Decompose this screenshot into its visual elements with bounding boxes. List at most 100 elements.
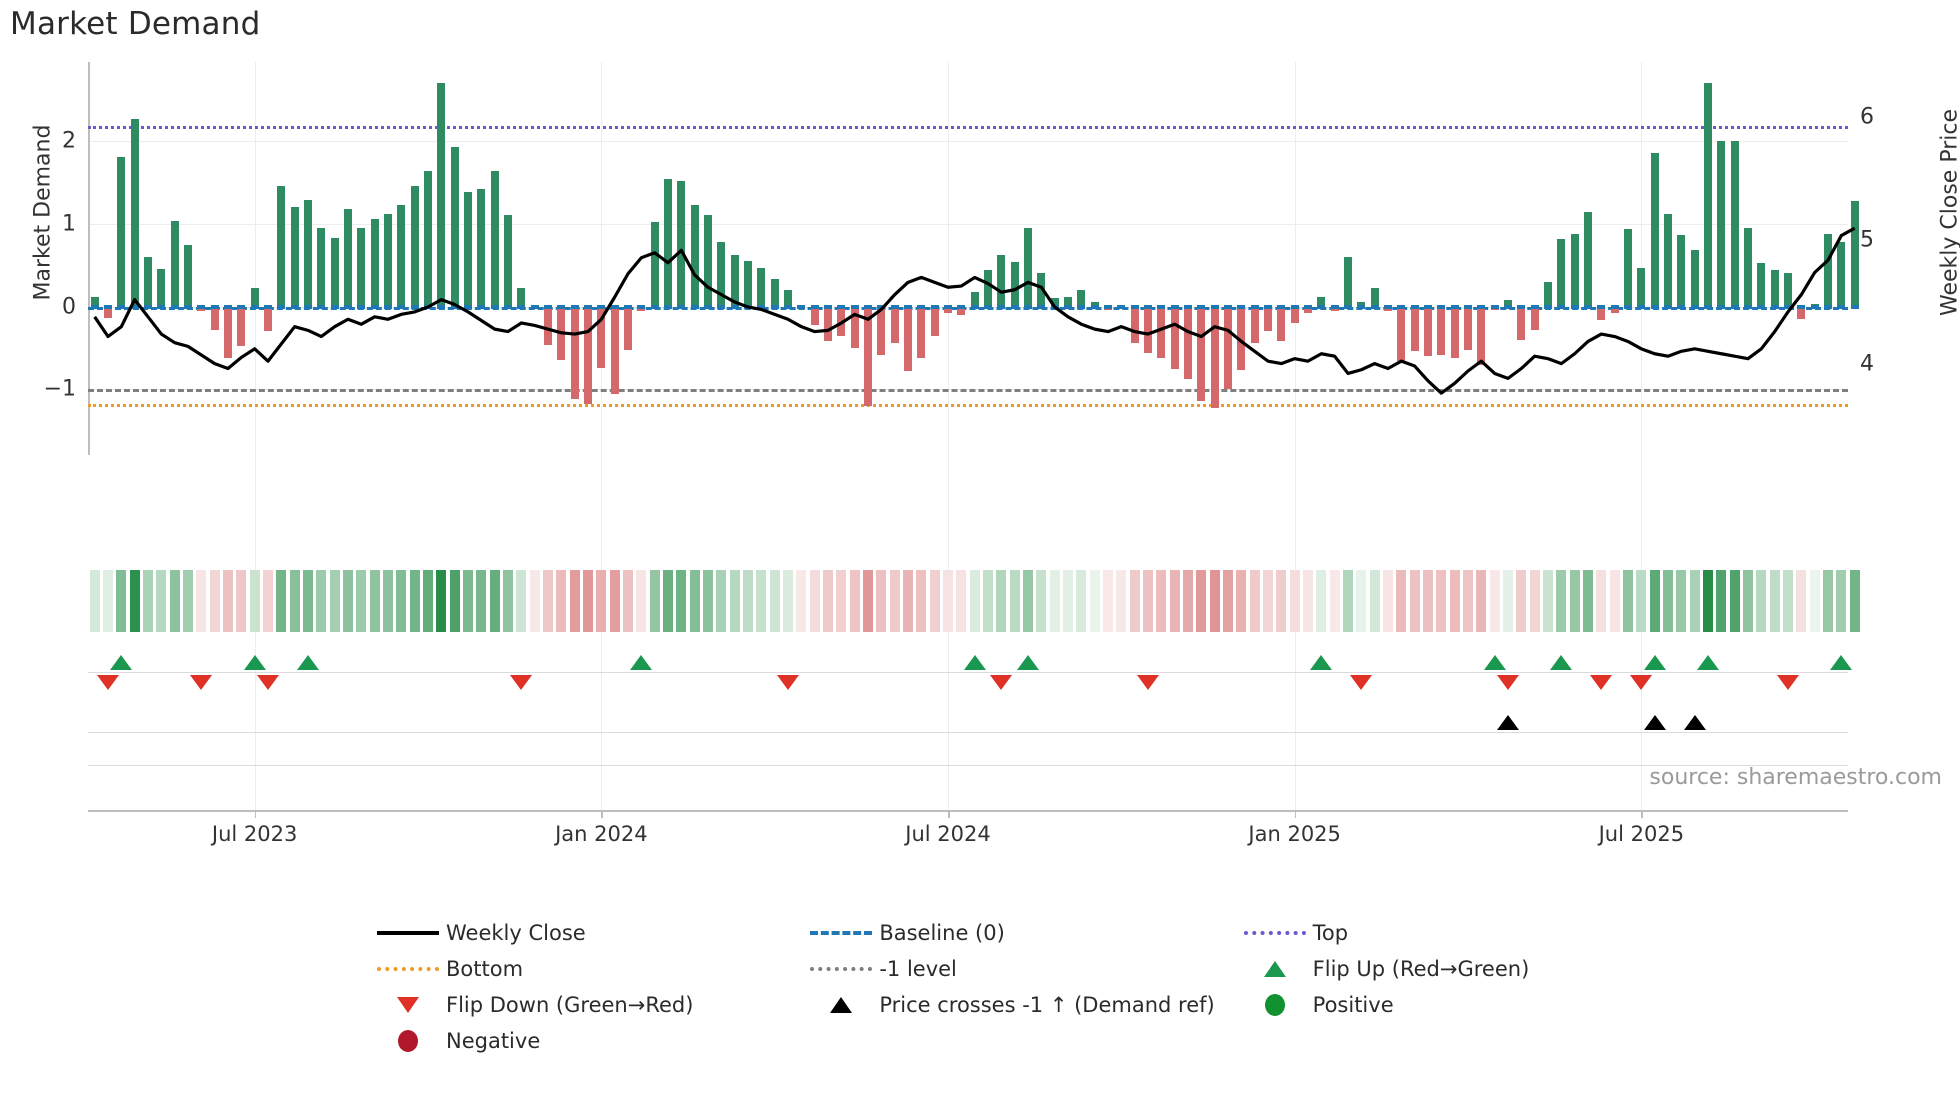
flip-up-marker bbox=[1697, 655, 1719, 670]
legend-glyph bbox=[1237, 956, 1313, 982]
heatmap-cell bbox=[1556, 570, 1567, 632]
x-tick-label: Jul 2025 bbox=[1598, 822, 1685, 846]
heatmap-cell bbox=[129, 570, 140, 632]
legend-item[interactable]: -1 level bbox=[803, 956, 1236, 982]
baseline-segment bbox=[303, 304, 313, 309]
legend-item[interactable]: Baseline (0) bbox=[803, 920, 1236, 946]
legend-item[interactable]: Weekly Close bbox=[370, 920, 803, 946]
heatmap-cell bbox=[1836, 570, 1847, 632]
legend-item[interactable]: Bottom bbox=[370, 956, 803, 982]
flip-up-marker bbox=[963, 655, 986, 670]
heatmap-cell bbox=[596, 570, 607, 632]
baseline-segment bbox=[503, 304, 513, 309]
demand-bar bbox=[330, 237, 339, 307]
heatmap-cell bbox=[1236, 570, 1247, 632]
baseline-segment bbox=[557, 304, 566, 309]
legend-item[interactable]: Flip Up (Red→Green) bbox=[1237, 956, 1670, 982]
x-tick-label: Jul 2024 bbox=[905, 822, 991, 846]
baseline-segment bbox=[783, 304, 793, 309]
heatmap-cell bbox=[1169, 570, 1180, 632]
heatmap-cell bbox=[436, 570, 447, 632]
baseline-segment bbox=[1063, 304, 1073, 309]
heatmap-cell bbox=[1422, 570, 1434, 632]
demand-bar bbox=[143, 256, 153, 307]
baseline-segment bbox=[1303, 304, 1313, 309]
legend-glyph bbox=[803, 992, 879, 1018]
heatmap-cell bbox=[262, 570, 274, 632]
baseline-segment bbox=[957, 304, 966, 309]
heatmap-cell bbox=[1582, 570, 1594, 632]
heatmap-cell bbox=[502, 570, 514, 632]
legend-item[interactable]: Price crosses -1 ↑ (Demand ref) bbox=[803, 992, 1236, 1018]
baseline-segment bbox=[317, 304, 326, 309]
demand-bar bbox=[703, 214, 713, 307]
baseline-segment bbox=[1210, 304, 1219, 309]
legend-glyph bbox=[370, 956, 446, 982]
gridline-vertical bbox=[254, 62, 256, 810]
demand-bar bbox=[623, 306, 633, 350]
flip-up-marker bbox=[297, 655, 319, 670]
demand-bar bbox=[1197, 306, 1206, 401]
legend-item[interactable]: Flip Down (Green→Red) bbox=[370, 992, 803, 1018]
heatmap-cell bbox=[1702, 570, 1714, 632]
baseline-segment bbox=[623, 304, 633, 309]
heatmap-cell bbox=[196, 570, 207, 632]
demand-bar bbox=[1703, 82, 1713, 307]
legend-label: Negative bbox=[446, 1029, 541, 1053]
flip-up-marker bbox=[630, 655, 653, 670]
baseline-segment bbox=[970, 304, 979, 309]
demand-bar bbox=[490, 170, 499, 307]
flip-down-marker bbox=[990, 675, 1013, 690]
flip-down-marker bbox=[257, 675, 279, 690]
baseline-segment bbox=[1237, 304, 1246, 309]
baseline-segment bbox=[930, 304, 939, 309]
heatmap-cell bbox=[1516, 570, 1527, 632]
heatmap-cell bbox=[756, 570, 767, 632]
demand-bar bbox=[850, 306, 859, 348]
demand-bar bbox=[1423, 306, 1433, 357]
demand-bar bbox=[1290, 306, 1299, 324]
legend-item[interactable]: Top bbox=[1237, 920, 1670, 946]
baseline-segment bbox=[397, 304, 406, 309]
demand-bar bbox=[570, 306, 579, 400]
legend-item[interactable]: Negative bbox=[370, 1028, 830, 1054]
baseline-segment bbox=[1263, 304, 1273, 309]
legend-label: Bottom bbox=[446, 957, 524, 981]
heatmap-cell bbox=[1116, 570, 1127, 632]
demand-bar bbox=[1757, 263, 1766, 307]
marker-row-gridline bbox=[88, 732, 1848, 733]
heatmap-cell bbox=[316, 570, 327, 632]
y-axis-left-ticks: 2 1 0 −1 bbox=[0, 0, 76, 1102]
demand-bar bbox=[1357, 301, 1366, 307]
baseline-segment bbox=[1130, 304, 1139, 309]
baseline-segment bbox=[810, 304, 819, 309]
x-tick-label: Jul 2023 bbox=[211, 822, 298, 846]
x-tick-mark bbox=[1294, 810, 1297, 818]
baseline-segment bbox=[1170, 304, 1179, 309]
heatmap-cell bbox=[1076, 570, 1087, 632]
heatmap-cell bbox=[1769, 570, 1780, 632]
demand-bar bbox=[1610, 306, 1619, 314]
heatmap-cell bbox=[476, 570, 487, 632]
demand-bar bbox=[863, 306, 873, 406]
legend-item[interactable]: Positive bbox=[1237, 992, 1670, 1018]
baseline-segment bbox=[597, 304, 606, 309]
heatmap-cell bbox=[1316, 570, 1327, 632]
dotted-line-swatch-icon bbox=[1243, 931, 1306, 935]
demand-bar bbox=[730, 255, 739, 307]
demand-bar bbox=[1543, 281, 1553, 307]
demand-heatmap-strip bbox=[88, 570, 1860, 632]
baseline-segment bbox=[1610, 304, 1619, 309]
demand-bar bbox=[1343, 256, 1353, 307]
demand-bar bbox=[810, 306, 819, 325]
heatmap-cell bbox=[796, 570, 807, 632]
y-axis-spine bbox=[88, 62, 90, 455]
heatmap-cell bbox=[929, 570, 940, 632]
demand-bar bbox=[637, 306, 646, 312]
baseline-segment bbox=[1330, 304, 1339, 309]
baseline-segment bbox=[1797, 304, 1806, 309]
demand-bar bbox=[277, 185, 286, 307]
demand-bar bbox=[317, 227, 326, 307]
demand-bar bbox=[1383, 306, 1393, 312]
flip-up-marker bbox=[1643, 655, 1666, 670]
